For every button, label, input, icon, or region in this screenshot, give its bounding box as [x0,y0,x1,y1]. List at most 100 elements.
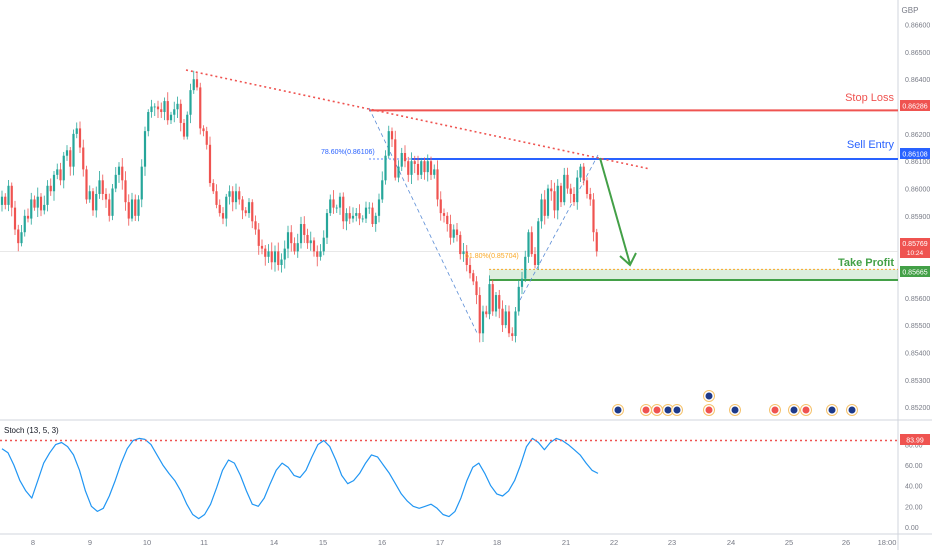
candle-body [517,286,520,312]
candle-body [176,103,179,110]
candle-body [533,254,537,266]
candle-body [46,185,49,205]
event-icon-dot [664,406,672,414]
time-tick-label: 23 [668,538,676,547]
price-tick-label: 0.86500 [905,50,930,57]
candle-body [556,185,559,211]
time-tick-label: 22 [610,538,618,547]
candle [332,190,335,214]
candle-body [153,106,156,108]
candle-body [465,251,468,266]
trendline [185,69,651,170]
candle [465,245,468,272]
candle [199,82,202,135]
candle [387,125,390,159]
stoch-level-badge: 83.99 [900,434,930,445]
candle [153,103,156,117]
stoch-tick-label: 0.00 [905,525,919,532]
event-icon[interactable] [651,404,663,416]
candle [488,275,491,320]
candle [325,208,329,245]
candle [559,182,563,208]
event-icon[interactable] [788,404,800,416]
candle [293,237,296,255]
candle-body [182,122,186,137]
candle-body [124,180,127,203]
event-icon[interactable] [769,404,781,416]
candle-body [439,199,442,214]
candle [589,187,592,206]
candle [254,215,257,235]
candle-body [33,199,36,208]
economic-events[interactable] [612,390,858,416]
candle [267,244,270,263]
candle [550,180,553,201]
event-icon[interactable] [846,404,858,416]
event-icon[interactable] [640,404,652,416]
stoch-title: Stoch (13, 5, 3) [4,426,59,435]
svg-text:83.99: 83.99 [906,438,924,445]
candle [280,253,283,273]
candle-body [280,259,283,266]
candle [39,193,43,217]
event-icon[interactable] [671,404,683,416]
candle [312,237,316,257]
svg-text:10:24: 10:24 [907,250,924,257]
candle-body [462,251,465,255]
event-icon[interactable] [800,404,812,416]
candle [273,245,277,272]
time-tick-label: 9 [88,538,92,547]
candle-body [199,87,202,129]
candle-body [85,169,88,200]
event-icon-dot [731,406,739,414]
candle-body [62,155,65,181]
candle-body [270,251,273,263]
stop-loss-label: Stop Loss [845,92,894,104]
candle [75,122,78,139]
candle [156,100,160,118]
candle [309,231,312,251]
event-icon[interactable] [729,404,741,416]
candle [231,186,234,212]
candle-body [189,90,192,115]
candle [59,162,62,186]
candle-body [75,128,78,134]
candle [582,163,585,186]
candle-body [127,202,130,219]
candle-body [546,188,550,216]
candle-body [332,199,335,208]
candle-body [264,248,267,257]
candle-body [543,199,546,216]
candle [179,99,182,132]
candle-body [355,213,358,216]
candle [238,186,241,205]
candle-body [17,229,20,244]
candle-body [257,229,260,246]
candle-body [95,193,98,211]
candles [0,70,598,343]
candle-body [296,243,299,252]
candle-body [56,169,59,175]
candle [260,239,264,255]
svg-text:0.86286: 0.86286 [902,104,927,111]
candle [491,279,494,316]
candle-body [504,311,507,326]
candle-body [163,101,166,113]
candle-body [559,185,563,203]
candle [205,126,208,150]
candle [270,242,273,270]
candle [202,125,205,137]
event-icon[interactable] [703,390,715,402]
candle-body [566,174,569,189]
candle-body [589,193,592,200]
event-icon[interactable] [703,404,715,416]
candle [455,222,459,242]
event-icon[interactable] [612,404,624,416]
current-price-badge: 0.85769 10:24 [900,238,930,258]
candle [390,127,394,148]
candle-body [251,202,254,222]
event-icon[interactable] [826,404,838,416]
candle-body [514,311,517,337]
